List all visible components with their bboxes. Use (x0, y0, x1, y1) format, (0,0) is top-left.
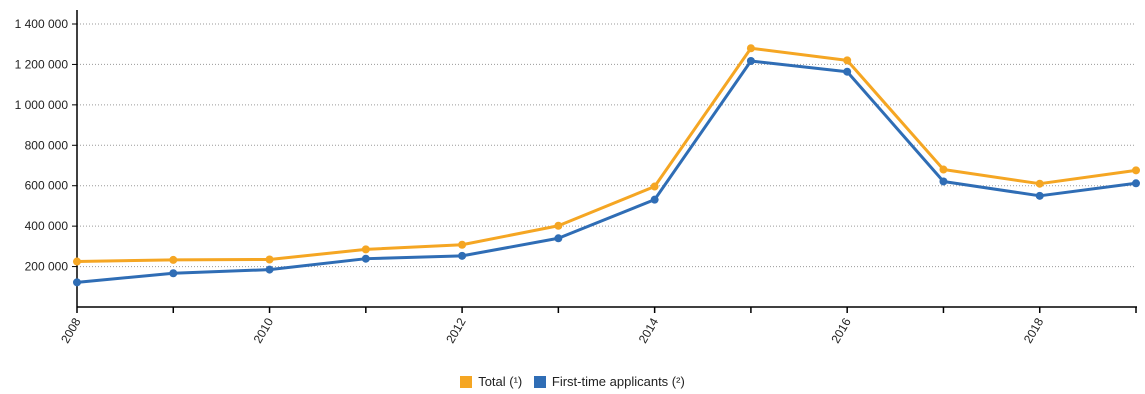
series-line-total (76, 46, 1137, 264)
data-point-total[interactable] (1132, 166, 1140, 175)
legend-item-first-time-applicants[interactable]: First-time applicants (²) (533, 374, 685, 389)
data-point-total[interactable] (554, 221, 563, 230)
data-point-total[interactable] (650, 182, 659, 191)
y-tick-label: 1 400 000 (15, 17, 69, 31)
x-tick-label: 2010 (251, 315, 277, 345)
data-point-total[interactable] (939, 165, 948, 174)
data-point-total[interactable] (265, 255, 274, 264)
series-line-first-time-applicants (76, 59, 1137, 284)
x-axis: 2008 2010 2012 2014 2016 2018 (58, 306, 1137, 346)
y-tick-label: 800 000 (25, 138, 69, 152)
data-point-total[interactable] (1035, 179, 1044, 188)
data-point-first-time-applicants[interactable] (746, 56, 755, 65)
data-point-total[interactable] (73, 257, 81, 266)
y-tick-label: 1 200 000 (15, 57, 69, 71)
data-point-first-time-applicants[interactable] (939, 177, 948, 186)
data-point-first-time-applicants[interactable] (458, 251, 467, 260)
y-tick-label: 200 000 (25, 260, 69, 274)
gridlines (77, 23, 1136, 268)
y-tick-label: 400 000 (25, 219, 69, 233)
data-point-first-time-applicants[interactable] (650, 195, 659, 204)
data-point-first-time-applicants[interactable] (843, 67, 852, 76)
data-point-total[interactable] (169, 255, 178, 264)
data-point-first-time-applicants[interactable] (265, 265, 274, 274)
data-point-first-time-applicants[interactable] (169, 269, 178, 278)
data-point-first-time-applicants[interactable] (1132, 179, 1140, 188)
data-point-first-time-applicants[interactable] (73, 278, 81, 287)
legend-swatch-total (460, 375, 473, 388)
y-axis: 200 000 400 000 600 000 800 000 1 000 000 1 2… (15, 10, 78, 307)
data-point-total[interactable] (361, 245, 370, 254)
data-point-first-time-applicants[interactable] (1035, 191, 1044, 200)
x-tick-label: 2018 (1021, 315, 1047, 345)
x-tick-label: 2012 (443, 315, 469, 345)
y-tick-label: 1 000 000 (15, 98, 69, 112)
series-layer (73, 44, 1140, 287)
legend-label-total: Total (¹) (478, 374, 523, 389)
data-point-total[interactable] (458, 240, 467, 249)
x-tick-label: 2008 (58, 315, 84, 345)
x-tick-label: 2016 (828, 315, 854, 345)
legend-label-first-time-applicants: First-time applicants (²) (551, 374, 685, 389)
data-point-first-time-applicants[interactable] (361, 254, 370, 263)
y-tick-label: 600 000 (25, 179, 69, 193)
data-point-total[interactable] (843, 56, 852, 65)
legend-item-total[interactable]: Total (¹) (460, 374, 522, 389)
legend-swatch-first-time-applicants (533, 375, 546, 388)
data-point-first-time-applicants[interactable] (554, 234, 563, 243)
x-tick-label: 2014 (636, 315, 662, 345)
legend: Total (¹) First-time applicants (²) (0, 374, 1145, 391)
data-point-total[interactable] (746, 44, 755, 53)
